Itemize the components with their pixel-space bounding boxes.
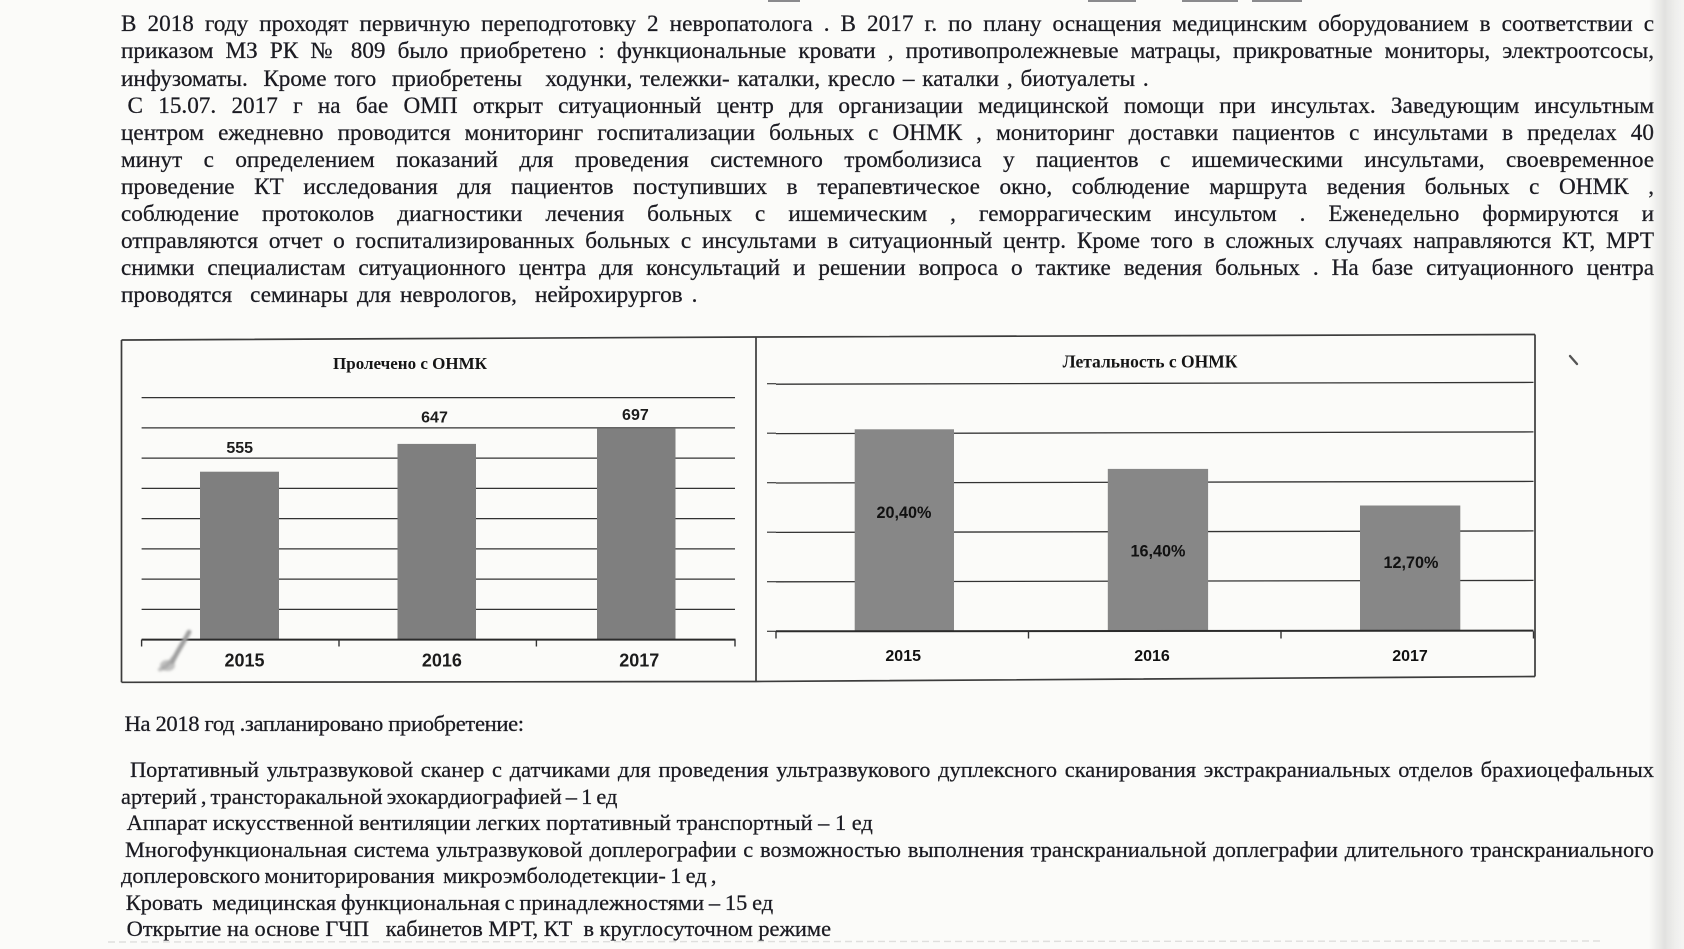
svg-text:2015: 2015 [885,648,921,665]
svg-text:16,40%: 16,40% [1131,543,1186,561]
svg-text:2017: 2017 [1392,648,1428,665]
svg-text:2016: 2016 [422,651,462,671]
svg-text:555: 555 [226,440,253,457]
svg-text:20,40%: 20,40% [877,504,932,522]
svg-text:647: 647 [421,409,448,426]
svg-text:2015: 2015 [224,651,264,671]
svg-text:697: 697 [622,407,649,424]
svg-text:Пролечено с ОНМК: Пролечено с ОНМК [333,354,488,373]
svg-text:2016: 2016 [1134,648,1170,665]
svg-text:12,70%: 12,70% [1384,554,1439,572]
svg-text:2017: 2017 [619,651,659,671]
svg-text:Летальность с ОНМК: Летальность с ОНМК [1063,352,1238,372]
